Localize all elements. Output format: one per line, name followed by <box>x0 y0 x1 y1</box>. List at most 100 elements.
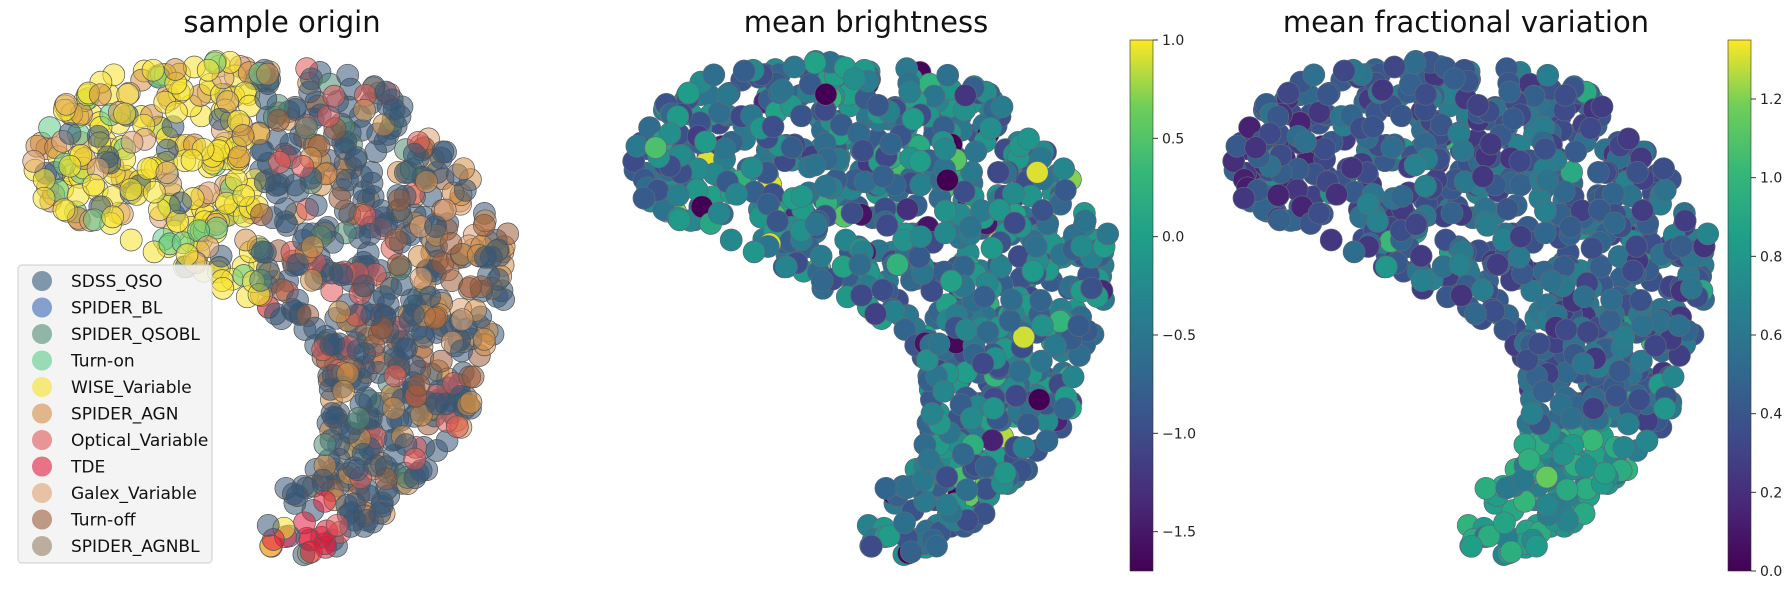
scatter-point <box>899 540 923 564</box>
scatter-point <box>291 155 315 178</box>
scatter-point <box>917 448 941 472</box>
scatter-point <box>211 276 235 300</box>
scatter-point <box>716 83 740 106</box>
panel-mean-fractional-variation: mean fractional variation 1.2 1.0 0.8 0.6 0.… <box>1222 5 1782 580</box>
scatter-point <box>980 236 1004 260</box>
scatter-point <box>313 433 337 456</box>
scatter-point <box>407 373 431 397</box>
scatter-point <box>1572 285 1596 309</box>
scatter-point <box>979 117 1002 140</box>
scatter-point <box>322 84 346 108</box>
scatter-point <box>1589 255 1613 279</box>
scatter-point <box>1582 397 1605 420</box>
scatter-point <box>58 154 82 178</box>
scatter-point <box>101 205 125 229</box>
scatter-point <box>1475 213 1499 237</box>
scatter-point <box>402 302 425 326</box>
scatter-point <box>320 402 344 425</box>
scatter-point <box>1499 540 1523 564</box>
scatter-point <box>461 365 485 389</box>
legend-label: SPIDER_AGN <box>71 405 178 425</box>
legend-label: SPIDER_QSOBL <box>71 325 200 345</box>
scatter-point <box>1525 534 1548 558</box>
scatter-point <box>1053 397 1077 420</box>
scatter-point <box>1080 276 1103 300</box>
scatter-point <box>169 191 192 215</box>
scatter-point <box>989 255 1013 279</box>
scatter-point <box>425 392 449 416</box>
scatter-point <box>1008 359 1032 383</box>
scatter-point <box>1390 184 1414 208</box>
scatter-point <box>1374 255 1398 279</box>
scatter-point <box>445 415 469 439</box>
scatter-point <box>22 149 46 173</box>
scatter-point <box>893 511 916 535</box>
scatter-point <box>353 203 377 227</box>
scatter-point <box>382 98 406 121</box>
scatter-point <box>1551 442 1575 466</box>
scatter-point <box>1474 476 1498 500</box>
scatter-point <box>113 102 136 126</box>
scatter-point <box>1440 201 1464 225</box>
scatter-point <box>1617 127 1640 151</box>
scatter-point <box>330 263 354 287</box>
scatter-point <box>1268 208 1291 232</box>
scatter-point <box>987 160 1010 184</box>
scatter-point <box>1043 334 1067 358</box>
scatter-point <box>295 116 318 140</box>
scatter-point <box>32 186 56 210</box>
scatter-point <box>1035 429 1059 453</box>
scatter-point <box>864 302 887 326</box>
scatter-point <box>1498 80 1522 104</box>
legend-marker <box>32 456 52 477</box>
scatter-point <box>990 95 1014 119</box>
scatter-point <box>954 83 977 107</box>
scatter-point <box>1471 278 1494 302</box>
scatter-point <box>254 87 278 110</box>
scatter-point <box>409 266 433 290</box>
scatter-point <box>1539 269 1563 293</box>
scatter-point <box>1025 161 1049 184</box>
scatter-point <box>347 406 370 430</box>
scatter-point <box>256 62 279 86</box>
colorbar-tick-label: 0.8 <box>1760 249 1782 265</box>
scatter-point <box>1027 388 1051 412</box>
scatter-point <box>1612 325 1636 349</box>
scatter-point <box>429 349 453 373</box>
legend-marker <box>32 430 52 450</box>
scatter-point <box>1501 107 1525 131</box>
scatter-point <box>1536 63 1560 87</box>
scatter-point <box>988 198 1011 222</box>
scatter-point <box>459 275 482 299</box>
scatter-point <box>332 379 355 403</box>
scatter-point <box>1631 199 1654 222</box>
scatter-point <box>1031 199 1054 222</box>
scatter-point <box>935 493 959 517</box>
scatter-point <box>82 173 105 197</box>
scatter-point <box>136 157 160 181</box>
scatter-point <box>1390 104 1413 128</box>
scatter-point <box>871 278 894 302</box>
scatter-point <box>1652 157 1675 181</box>
scatter-point <box>804 213 828 236</box>
scatter-point <box>644 136 668 160</box>
scatter-point <box>301 235 324 259</box>
scatter-point <box>1631 314 1654 337</box>
scatter-point <box>1340 156 1364 180</box>
panel-title: mean brightness <box>744 5 988 39</box>
scatter-point <box>1012 436 1036 459</box>
scatter-point <box>1670 234 1694 258</box>
scatter-point <box>1316 83 1340 106</box>
colorbar-tick-label: −1.5 <box>1162 525 1196 541</box>
scatter-point <box>694 130 717 154</box>
scatter-point <box>1361 115 1385 139</box>
scatter-point <box>702 63 726 87</box>
scatter-point <box>346 458 369 482</box>
scatter-point <box>175 243 199 266</box>
scatter-point <box>1533 137 1557 161</box>
colorbar-gradient <box>1727 39 1752 572</box>
scatter-point <box>1403 51 1427 75</box>
scatter-point <box>1517 448 1541 472</box>
scatter-point <box>790 104 813 128</box>
scatter-point <box>732 59 756 83</box>
